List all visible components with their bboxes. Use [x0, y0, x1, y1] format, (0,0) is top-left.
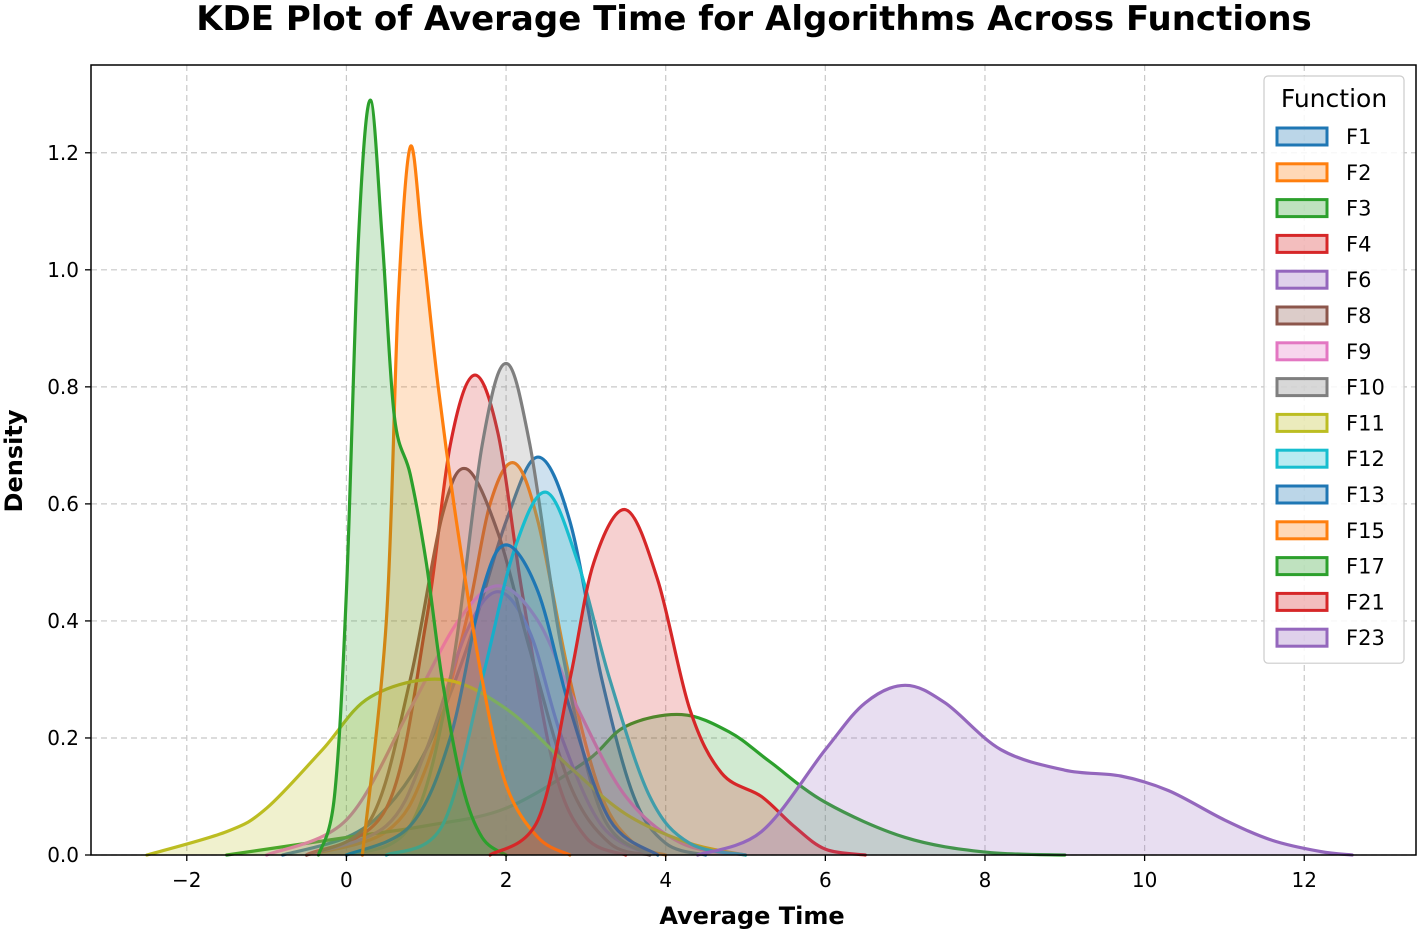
x-tick-label: 4	[659, 868, 672, 892]
density-area-f21	[490, 509, 866, 855]
legend-label-f3: F3	[1346, 197, 1371, 221]
series-f13	[344, 543, 660, 857]
legend-label-f12: F12	[1346, 447, 1385, 471]
x-axis-ticks: −2 0 2 4 6 8 10 12	[172, 855, 1317, 892]
legend-label-f17: F17	[1346, 555, 1385, 579]
y-tick-label: 1.2	[47, 141, 79, 165]
density-area-f12	[386, 492, 746, 855]
legend-swatch-f21	[1275, 591, 1329, 612]
series-f6	[304, 590, 652, 857]
x-tick-label: −2	[172, 868, 201, 892]
density-area-f17	[318, 100, 507, 856]
legend-label-f23: F23	[1346, 626, 1385, 650]
legend-frame	[1263, 75, 1405, 664]
density-area-f15	[362, 145, 570, 855]
legend-label-f8: F8	[1346, 304, 1371, 328]
density-line-f4	[304, 373, 628, 857]
y-tick-label: 0.6	[47, 492, 79, 516]
grid	[91, 65, 1416, 856]
series-f21	[488, 508, 867, 857]
density-area-f6	[306, 591, 650, 855]
x-tick-label: 10	[1132, 868, 1157, 892]
series-f4	[304, 373, 628, 857]
density-line-f17	[316, 98, 508, 857]
legend-label-f13: F13	[1346, 483, 1385, 507]
legend-label-f6: F6	[1346, 268, 1371, 292]
density-line-f23	[696, 683, 1354, 857]
density-area-f11	[146, 679, 746, 855]
legend-swatch-f12	[1275, 448, 1329, 469]
y-tick-label: 1.0	[47, 258, 79, 282]
density-line-f12	[384, 490, 748, 857]
legend-label-f15: F15	[1346, 519, 1385, 543]
x-tick-label: 6	[819, 868, 832, 892]
legend-swatch-f6	[1275, 269, 1329, 290]
density-area-f23	[697, 685, 1353, 855]
density-area-f9	[266, 585, 746, 855]
y-tick-label: 0.0	[47, 843, 79, 867]
x-tick-label: 2	[500, 868, 513, 892]
legend-swatch-f9	[1275, 341, 1329, 362]
legend-label-f4: F4	[1346, 232, 1371, 256]
x-axis-label: Average Time	[659, 902, 844, 930]
y-axis-label: Density	[0, 409, 28, 512]
y-tick-label: 0.2	[47, 726, 79, 750]
legend-swatch-f11	[1275, 412, 1329, 433]
series-f17	[316, 98, 508, 857]
y-tick-label: 0.4	[47, 609, 79, 633]
legend: Function F1F2F3F4F6F8F9F10F11F12F13F15F1…	[1263, 75, 1405, 664]
density-line-f9	[265, 584, 748, 857]
y-tick-label: 0.8	[47, 375, 79, 399]
plot-frame	[90, 64, 1417, 856]
density-area-f13	[346, 544, 658, 855]
series-f15	[360, 144, 572, 857]
legend-label-f21: F21	[1346, 590, 1385, 614]
legend-swatch-f23	[1275, 627, 1329, 648]
density-line-f21	[488, 508, 867, 857]
legend-swatch-f13	[1275, 484, 1329, 505]
legend-title: Function	[1281, 84, 1387, 113]
legend-label-f9: F9	[1346, 340, 1371, 364]
x-tick-label: 0	[340, 868, 353, 892]
series-f23	[696, 683, 1354, 857]
x-tick-label: 12	[1292, 868, 1317, 892]
series-f12	[384, 490, 748, 857]
legend-swatch-f4	[1275, 233, 1329, 254]
y-axis-ticks: 0.0 0.2 0.4 0.6 0.8 1.0 1.2	[47, 141, 91, 867]
legend-swatch-f8	[1275, 305, 1329, 326]
legend-label-f1: F1	[1346, 125, 1371, 149]
series-f9	[265, 584, 748, 857]
legend-swatch-f2	[1275, 162, 1329, 183]
chart-title: KDE Plot of Average Time for Algorithms …	[196, 0, 1312, 39]
density-line-f6	[304, 590, 652, 857]
legend-label-f2: F2	[1346, 161, 1371, 185]
legend-swatch-f15	[1275, 520, 1329, 541]
legend-label-f11: F11	[1346, 411, 1385, 435]
legend-swatch-f10	[1275, 377, 1329, 398]
density-line-f3	[225, 712, 1067, 857]
legend-swatch-f17	[1275, 556, 1329, 577]
density-line-f13	[344, 543, 660, 857]
x-tick-label: 8	[979, 868, 992, 892]
legend-swatch-f1	[1275, 126, 1329, 147]
legend-swatch-f3	[1275, 198, 1329, 219]
series-layer	[145, 98, 1354, 857]
legend-entries: F1 F2 F3 F4 F6 F8 F9 F10 F11 F12 F13 F15 F17 F21 F23	[1275, 125, 1385, 650]
legend-label-f10: F10	[1346, 376, 1385, 400]
density-line-f15	[360, 144, 572, 857]
